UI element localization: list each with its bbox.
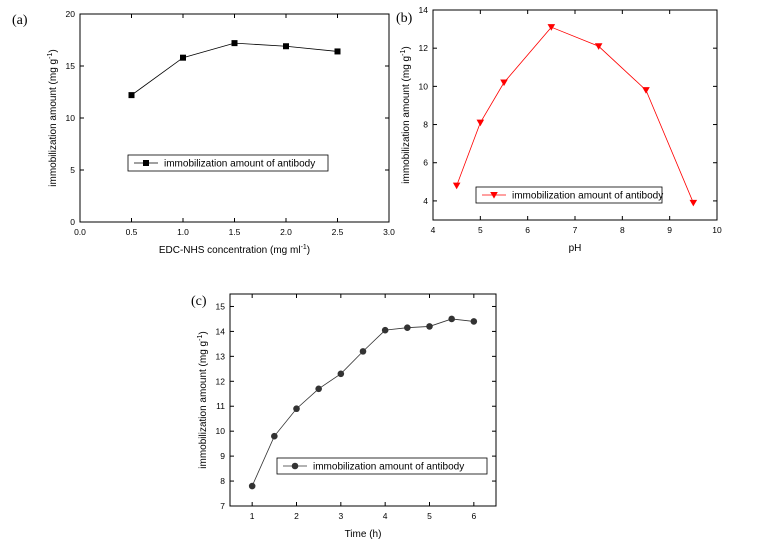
legend: immobilization amount of antibody bbox=[127, 154, 329, 172]
x-tick-label: 6 bbox=[471, 511, 476, 521]
data-point bbox=[594, 43, 603, 50]
data-point bbox=[283, 43, 289, 50]
data-point bbox=[452, 182, 461, 190]
x-axis-title: Time (h) bbox=[345, 529, 382, 540]
x-tick-label: 8 bbox=[620, 225, 625, 235]
y-tick-label: 10 bbox=[66, 113, 76, 123]
y-tick-label: 10 bbox=[419, 81, 429, 91]
x-tick-label: 10 bbox=[712, 225, 722, 235]
data-point bbox=[271, 432, 278, 440]
data-point bbox=[334, 48, 341, 55]
x-tick-label: 6 bbox=[525, 225, 530, 235]
y-tick-label: 6 bbox=[423, 158, 428, 168]
plot-frame bbox=[229, 293, 497, 507]
y-tick-label: 8 bbox=[220, 476, 225, 486]
x-tick-label: 3.0 bbox=[383, 227, 395, 237]
x-tick-label: 9 bbox=[667, 225, 672, 235]
data-point bbox=[404, 324, 411, 331]
y-tick-label: 8 bbox=[423, 120, 428, 130]
y-tick-label: 20 bbox=[66, 9, 76, 19]
x-tick-label: 1.5 bbox=[229, 227, 241, 237]
x-axis-title: EDC-NHS concentration (mg ml-1) bbox=[159, 244, 310, 256]
legend-box bbox=[475, 186, 663, 204]
y-axis-title: immobilization amount (mg g-1) bbox=[197, 331, 209, 468]
legend-marker bbox=[490, 192, 498, 199]
data-point bbox=[547, 24, 556, 31]
chart-panel-0: (a) 0.0 0.5 1.0 1.5 2.0 2.5 3.0 0 5 10 15 20 EDC-NHS … bbox=[12, 9, 395, 256]
chart-panel-1: (b) 4 5 6 7 8 9 10 4 6 8 10 12 14 pH immobilization amo… bbox=[396, 5, 722, 254]
y-tick-label: 7 bbox=[220, 501, 225, 511]
y-tick-label: 15 bbox=[216, 301, 226, 311]
y-tick-label: 9 bbox=[220, 451, 225, 461]
y-tick-label: 12 bbox=[216, 376, 226, 386]
data-point bbox=[500, 79, 508, 87]
data-point bbox=[293, 405, 300, 413]
y-tick-label: 4 bbox=[423, 196, 428, 206]
panel-label: (c) bbox=[191, 294, 207, 309]
y-axis-title: immobilization amount (mg g-1) bbox=[400, 46, 412, 183]
x-tick-label: 4 bbox=[431, 225, 436, 235]
x-tick-label: 5 bbox=[478, 225, 483, 235]
legend-marker bbox=[143, 160, 149, 166]
data-point bbox=[337, 370, 345, 378]
data-point bbox=[128, 92, 135, 99]
x-tick-label: 2.0 bbox=[280, 227, 292, 237]
data-point bbox=[426, 323, 433, 330]
data-point bbox=[689, 199, 698, 207]
legend: immobilization amount of antibody bbox=[475, 186, 663, 204]
data-point bbox=[381, 326, 389, 334]
data-point bbox=[231, 40, 238, 47]
y-tick-label: 5 bbox=[70, 165, 75, 175]
x-tick-label: 3 bbox=[338, 511, 343, 521]
x-tick-label: 0.5 bbox=[126, 227, 138, 237]
x-tick-label: 1.0 bbox=[177, 227, 189, 237]
data-point bbox=[180, 54, 186, 61]
x-tick-label: 0.0 bbox=[74, 227, 86, 237]
panel-label: (b) bbox=[396, 11, 413, 26]
x-tick-label: 7 bbox=[573, 225, 578, 235]
y-tick-label: 10 bbox=[216, 426, 226, 436]
y-tick-label: 15 bbox=[66, 61, 76, 71]
y-tick-label: 0 bbox=[70, 217, 75, 227]
legend: immobilization amount of antibody bbox=[276, 457, 488, 475]
data-point bbox=[448, 315, 455, 323]
legend-marker bbox=[291, 462, 299, 470]
y-tick-label: 13 bbox=[216, 351, 226, 361]
x-tick-label: 5 bbox=[427, 511, 432, 521]
x-tick-label: 2 bbox=[294, 511, 299, 521]
data-point bbox=[476, 119, 485, 127]
legend-label: immobilization amount of antibody bbox=[512, 191, 663, 202]
y-tick-label: 11 bbox=[216, 401, 225, 411]
y-tick-label: 14 bbox=[216, 326, 226, 336]
x-tick-label: 4 bbox=[383, 511, 388, 521]
y-axis-title: immobilization amount (mg g-1) bbox=[47, 49, 59, 186]
legend-label: immobilization amount of antibody bbox=[164, 159, 315, 170]
panel-label: (a) bbox=[12, 13, 28, 28]
y-tick-label: 12 bbox=[419, 43, 429, 53]
data-point bbox=[359, 348, 367, 355]
legend-box bbox=[276, 457, 488, 475]
series-line bbox=[131, 42, 338, 96]
data-point bbox=[470, 318, 478, 325]
data-point bbox=[315, 385, 322, 393]
legend-label: immobilization amount of antibody bbox=[313, 462, 464, 473]
data-point bbox=[642, 87, 650, 94]
y-tick-label: 14 bbox=[419, 5, 429, 15]
legend-box bbox=[127, 154, 329, 172]
x-tick-label: 2.5 bbox=[332, 227, 344, 237]
x-tick-label: 1 bbox=[250, 511, 255, 521]
x-axis-title: pH bbox=[569, 243, 582, 254]
series-line bbox=[456, 26, 694, 203]
data-point bbox=[248, 482, 256, 490]
